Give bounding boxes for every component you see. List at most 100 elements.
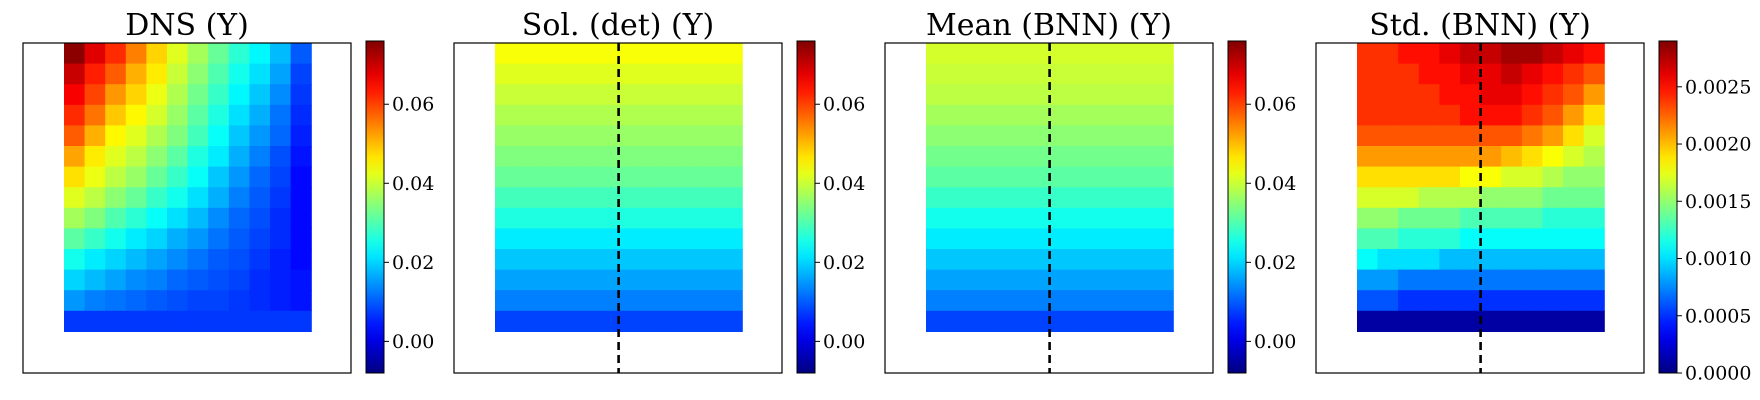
- heatmap-cell: [495, 207, 517, 229]
- heatmap-cell: [270, 228, 292, 250]
- heatmap-cell: [515, 269, 537, 291]
- heatmap-cell: [1008, 269, 1030, 291]
- heatmap-cell: [598, 104, 620, 126]
- axes-frame: [22, 42, 352, 374]
- heatmap-cell: [1049, 166, 1071, 188]
- heatmap-cell: [64, 310, 86, 332]
- heatmap-cell: [228, 207, 250, 229]
- heatmap-cell: [1029, 104, 1051, 126]
- heatmap-cell: [1090, 207, 1112, 229]
- heatmap-cell: [1501, 166, 1523, 188]
- heatmap-cell: [1460, 146, 1482, 168]
- heatmap-cell: [1563, 290, 1585, 312]
- heatmap-cell: [290, 269, 312, 291]
- heatmap-cell: [598, 166, 620, 188]
- heatmap-cell: [1418, 104, 1440, 126]
- heatmap-cell: [556, 290, 578, 312]
- heatmap-cell: [639, 249, 661, 271]
- heatmap-cell: [1398, 43, 1420, 65]
- heatmap-cell: [208, 207, 230, 229]
- heatmap-cell: [187, 187, 209, 209]
- heatmap-cell: [228, 290, 250, 312]
- heatmap-cell: [618, 228, 640, 250]
- heatmap-cell: [249, 166, 271, 188]
- heatmap-cell: [1377, 249, 1399, 271]
- heatmap-cell: [639, 228, 661, 250]
- heatmap-cell: [1377, 104, 1399, 126]
- heatmap-cell: [556, 63, 578, 85]
- heatmap-cell: [536, 63, 558, 85]
- heatmap-cell: [536, 228, 558, 250]
- heatmap-cell: [1542, 290, 1564, 312]
- heatmap-cell: [187, 84, 209, 106]
- heatmap-cell: [1542, 125, 1564, 147]
- heatmap-cell: [228, 166, 250, 188]
- heatmap-cell: [1583, 146, 1605, 168]
- heatmap-cell: [1398, 125, 1420, 147]
- heatmap-cell: [187, 249, 209, 271]
- heatmap-cell: [249, 104, 271, 126]
- heatmap-cell: [946, 63, 968, 85]
- heatmap-cell: [701, 249, 723, 271]
- heatmap-cell: [1090, 43, 1112, 65]
- heatmap-cell: [1070, 310, 1092, 332]
- heatmap-cell: [987, 104, 1009, 126]
- heatmap-cell: [146, 228, 168, 250]
- heatmap-cell: [680, 63, 702, 85]
- heatmap-cell: [1439, 207, 1461, 229]
- heatmap-cell: [1008, 84, 1030, 106]
- heatmap-cell: [721, 207, 743, 229]
- colorbar: [1658, 40, 1678, 374]
- heatmap-panel-1: DNS (Y) 0.00 0.02 0.04 0.06: [22, 8, 434, 374]
- heatmap-cell: [1418, 310, 1440, 332]
- heatmap-cell: [1418, 125, 1440, 147]
- heatmap-cell: [515, 104, 537, 126]
- heatmap-cell: [1008, 104, 1030, 126]
- heatmap-cell: [1398, 104, 1420, 126]
- colorbar-tick-label: 0.0010: [1685, 248, 1751, 270]
- heatmap-cell: [1439, 84, 1461, 106]
- heatmap-cell: [1480, 63, 1502, 85]
- heatmap-cell: [680, 207, 702, 229]
- heatmap-cell: [1152, 269, 1174, 291]
- heatmap-cell: [1480, 125, 1502, 147]
- heatmap-cell: [1111, 207, 1133, 229]
- heatmap-cell: [249, 84, 271, 106]
- heatmap-cell: [1090, 228, 1112, 250]
- heatmap-cell: [1008, 43, 1030, 65]
- heatmap-cell: [987, 290, 1009, 312]
- heatmap-cell: [495, 104, 517, 126]
- heatmap-cell: [84, 166, 106, 188]
- heatmap-cell: [290, 290, 312, 312]
- heatmap-cell: [125, 187, 147, 209]
- heatmap-cell: [249, 269, 271, 291]
- heatmap-cell: [84, 207, 106, 229]
- heatmap-cell: [270, 269, 292, 291]
- heatmap-cell: [1542, 43, 1564, 65]
- heatmap-cell: [1132, 84, 1154, 106]
- heatmap-cell: [946, 43, 968, 65]
- heatmap-cell: [701, 146, 723, 168]
- heatmap-cell: [1460, 310, 1482, 332]
- heatmap-cell: [946, 125, 968, 147]
- heatmap-cell: [1132, 249, 1154, 271]
- heatmap-cell: [1501, 84, 1523, 106]
- colorbar-tick-label: 0.0015: [1685, 191, 1751, 213]
- heatmap-cell: [270, 43, 292, 65]
- heatmap-cell: [64, 84, 86, 106]
- heatmap-cell: [1563, 310, 1585, 332]
- heatmap-cell: [926, 63, 948, 85]
- heatmap-cell: [680, 43, 702, 65]
- heatmap-cell: [495, 228, 517, 250]
- heatmap-cell: [1049, 84, 1071, 106]
- heatmap-cell: [1377, 310, 1399, 332]
- heatmap-cell: [1132, 166, 1154, 188]
- heatmap-cell: [146, 187, 168, 209]
- heatmap-cell: [1029, 125, 1051, 147]
- heatmap-cell: [105, 269, 127, 291]
- heatmap-cell: [721, 249, 743, 271]
- heatmap-cell: [290, 146, 312, 168]
- heatmap-cell: [270, 187, 292, 209]
- heatmap-cell: [1132, 43, 1154, 65]
